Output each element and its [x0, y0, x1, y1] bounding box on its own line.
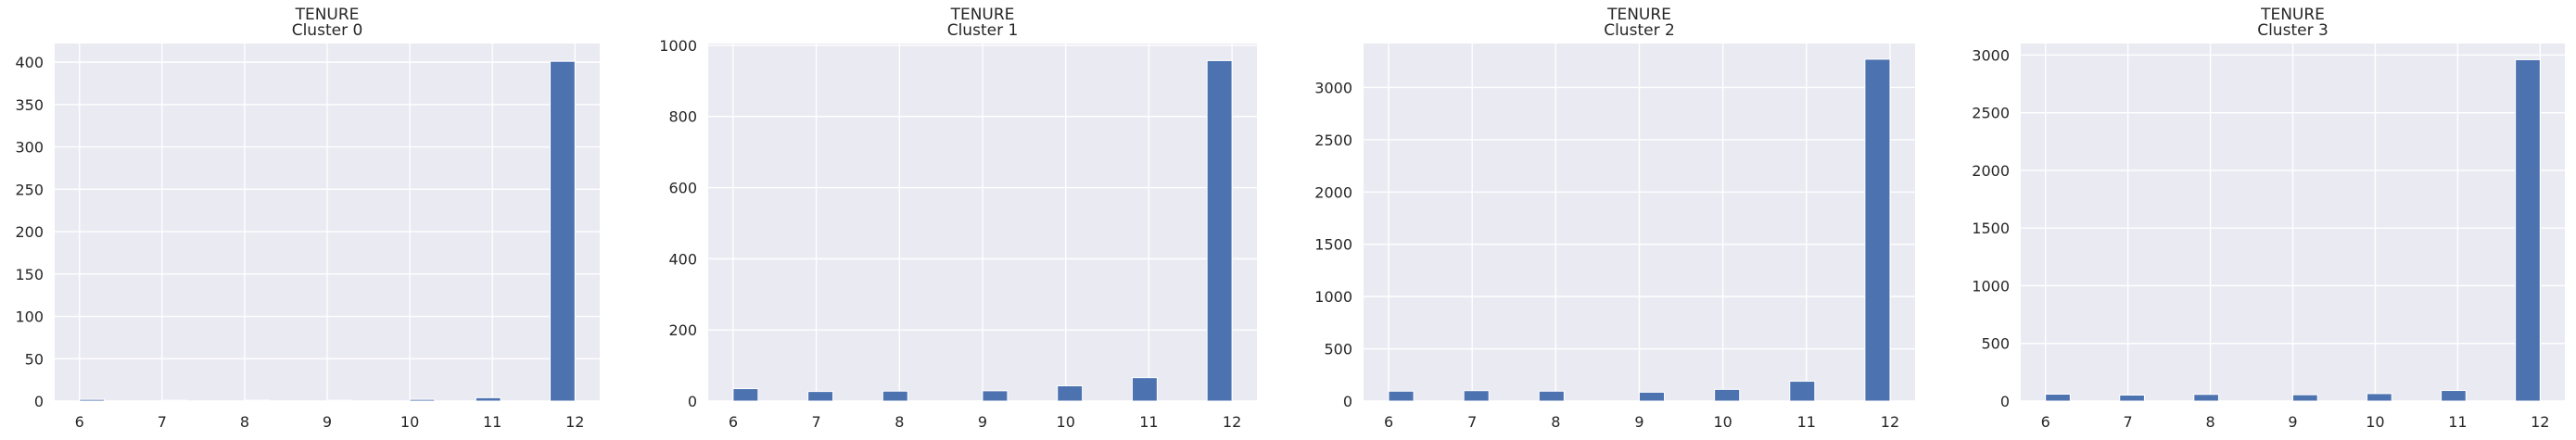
chart-title: TENURE [1606, 6, 1671, 24]
histogram-bar [475, 396, 501, 402]
x-tick-label: 8 [2205, 413, 2214, 431]
y-tick-label: 0 [34, 393, 44, 410]
x-tick-label: 10 [400, 413, 419, 431]
histogram-bar [2193, 394, 2219, 402]
x-tick-label: 12 [565, 413, 584, 431]
chart-panel-1: 0 200 400 600 800 1000 6 7 8 9 10 11 12 TENURECluster… [659, 6, 1257, 431]
x-tick-label: 11 [1797, 413, 1816, 431]
histogram-bar [1057, 384, 1084, 402]
x-tick-label: 7 [158, 413, 167, 431]
y-tick-label: 300 [15, 139, 44, 157]
y-tick-label: 1500 [1314, 236, 1352, 254]
histogram-bar [1206, 59, 1233, 402]
histogram-bar [1131, 377, 1158, 402]
y-tick-label: 400 [15, 54, 44, 71]
x-tick-label: 6 [729, 413, 738, 431]
histogram-bar [1714, 388, 1741, 402]
x-tick-label: 6 [1384, 413, 1393, 431]
x-tick-label: 7 [812, 413, 821, 431]
y-tick-label: 500 [1324, 341, 1352, 358]
y-tick-label: 200 [15, 223, 44, 241]
histogram-bar [732, 388, 759, 402]
chart-panel-3: 0 500 1000 1500 2000 2500 3000 6 7 8 9 10 11 12 TENURE… [1972, 6, 2565, 431]
chart-panel-0: 0 50 100 150 200 250 300 350 400 6 7 8 9 10 11 12 TENURE… [15, 6, 600, 431]
histogram-bar [2515, 58, 2541, 402]
histogram-bar [1388, 390, 1415, 402]
histogram-bar [409, 398, 436, 402]
histogram-bar [2119, 395, 2145, 402]
y-tick-label: 0 [688, 393, 697, 410]
chart-title: TENURE [2260, 6, 2325, 24]
histogram-bar [1864, 58, 1891, 402]
x-tick-label: 10 [1057, 413, 1075, 431]
y-tick-label: 500 [1981, 335, 2010, 353]
x-tick-label: 8 [240, 413, 249, 431]
x-tick-label: 8 [1551, 413, 1560, 431]
y-tick-label: 350 [15, 96, 44, 114]
histogram-bar [1639, 391, 1666, 402]
histogram-bar [161, 399, 188, 402]
histogram-bar [1463, 390, 1490, 402]
x-tick-label: 10 [1713, 413, 1732, 431]
y-tick-label: 150 [15, 266, 44, 283]
histogram-bar [982, 390, 1009, 402]
x-tick-label: 11 [483, 413, 501, 431]
y-tick-label: 600 [668, 180, 697, 197]
y-tick-label: 1500 [1972, 220, 2010, 237]
y-tick-label: 1000 [1972, 277, 2010, 295]
histogram-bar [79, 398, 105, 402]
y-tick-label: 0 [1343, 393, 1352, 410]
x-tick-label: 11 [2448, 413, 2467, 431]
y-tick-label: 2500 [1314, 132, 1352, 149]
y-tick-label: 2500 [1972, 105, 2010, 122]
y-tick-label: 3000 [1972, 46, 2010, 64]
chart-subtitle: Cluster 1 [947, 21, 1019, 40]
y-tick-label: 250 [15, 181, 44, 198]
histogram-bar [2045, 394, 2071, 402]
histogram-bar [550, 60, 576, 402]
y-tick-label: 50 [25, 350, 44, 368]
x-tick-label: 12 [1223, 413, 1241, 431]
chart-title: TENURE [950, 6, 1015, 24]
chart-subtitle: Cluster 0 [292, 21, 363, 40]
y-tick-label: 800 [668, 108, 697, 126]
histogram-bar [1538, 390, 1565, 402]
y-tick-label: 1000 [1314, 288, 1352, 306]
x-tick-label: 10 [2366, 413, 2384, 431]
y-tick-label: 2000 [1314, 183, 1352, 201]
x-tick-label: 12 [1881, 413, 1899, 431]
histogram-bar [326, 399, 353, 402]
chart-panel-2: 0 500 1000 1500 2000 2500 3000 6 7 8 9 10 11 12 TENURE… [1314, 6, 1915, 431]
x-tick-label: 7 [2124, 413, 2133, 431]
histogram-bar [244, 399, 271, 402]
x-tick-label: 9 [1634, 413, 1643, 431]
histogram-bar [1789, 381, 1816, 402]
histogram-bar [882, 390, 908, 402]
chart-subtitle: Cluster 2 [1604, 21, 1675, 40]
chart-subtitle: Cluster 3 [2257, 21, 2329, 40]
x-tick-label: 6 [2041, 413, 2050, 431]
y-tick-label: 1000 [659, 37, 697, 55]
y-tick-label: 200 [668, 321, 697, 339]
chart-title: TENURE [295, 6, 360, 24]
histogram-bar [807, 391, 834, 402]
x-tick-label: 12 [2531, 413, 2549, 431]
y-tick-label: 0 [2000, 393, 2010, 410]
y-tick-label: 400 [668, 250, 697, 268]
histogram-bar [2292, 394, 2318, 402]
x-tick-label: 7 [1467, 413, 1477, 431]
x-tick-label: 6 [75, 413, 84, 431]
histogram-bar [2367, 393, 2392, 402]
x-tick-label: 9 [978, 413, 987, 431]
y-tick-label: 3000 [1314, 79, 1352, 96]
histogram-bar [2441, 390, 2467, 402]
x-tick-label: 8 [895, 413, 904, 431]
x-tick-label: 9 [323, 413, 332, 431]
y-tick-label: 100 [15, 308, 44, 326]
x-tick-label: 11 [1139, 413, 1158, 431]
y-tick-label: 2000 [1972, 162, 2010, 180]
x-tick-label: 9 [2288, 413, 2297, 431]
